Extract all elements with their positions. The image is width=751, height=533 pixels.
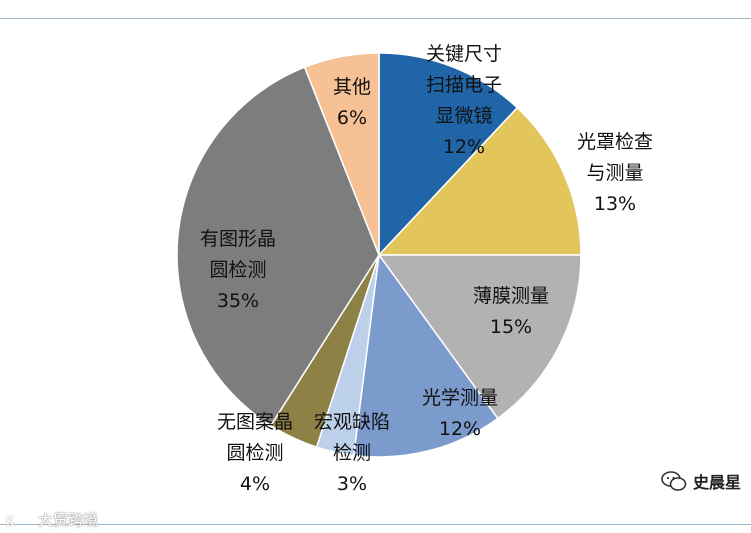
slice-label: 光学测量 12% [422,387,498,440]
watermark-badge: K [6,515,15,530]
pie-slice [377,254,582,420]
watermark-left-text: 大贸跨境 [38,511,99,529]
slice-label: 宏观缺陷检测 3% [314,411,390,495]
watermark-right: 史晨星 [661,469,741,493]
slice-percent-label: 15% [490,316,532,338]
slice-percent-label: 12% [443,136,485,158]
pie-slice [303,52,380,256]
bottom-frame-line [0,524,751,525]
slice-percent-label: 35% [217,290,259,312]
slice-percent-label: 12% [439,418,481,440]
pie-slice [377,106,582,256]
slice-label: 光罩检查与测量 13% [577,131,653,215]
slice-percent-label: 13% [594,193,636,215]
pie-slices [176,52,582,458]
pie-slice [176,66,380,427]
pie-labels: 关键尺寸扫描电子显微镜 12% 光罩检查与测量 13% 薄膜测量 15% 光学测量 12% 宏观… [200,43,653,495]
pie-slice [352,253,499,458]
slice-label: 无图案晶圆检测 4% [217,411,293,495]
slice-label: 其他 6% [333,76,371,129]
slice-percent-label: 3% [337,473,367,495]
slice-label: 有图形晶圆检测 35% [200,228,276,312]
slice-percent-label: 4% [240,473,270,495]
top-frame-line [0,0,751,19]
slice-label: 关键尺寸扫描电子显微镜 12% [426,43,502,158]
slice-percent-label: 6% [337,107,367,129]
wechat-icon [661,471,687,491]
watermark-right-text: 史晨星 [692,473,741,492]
pie-slice [378,52,519,257]
slice-label: 薄膜测量 15% [473,285,549,338]
